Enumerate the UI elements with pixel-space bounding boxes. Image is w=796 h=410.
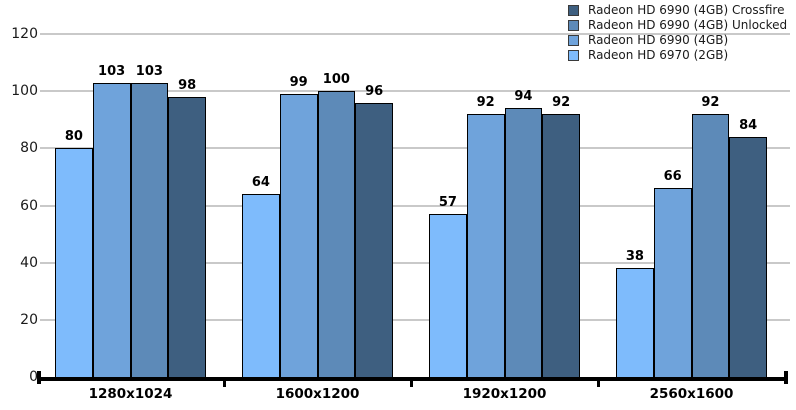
legend-swatch [568, 50, 579, 61]
gridline [40, 90, 790, 93]
gridline [40, 147, 790, 150]
legend: Radeon HD 6990 (4GB) Crossfire Radeon HD … [568, 3, 794, 65]
x-axis-category-label: 1600x1200 [275, 386, 360, 402]
bar [168, 96, 206, 377]
bar-value-label: 103 [135, 63, 163, 79]
bar [504, 108, 543, 377]
bar [729, 136, 767, 377]
bar-value-label: 96 [365, 83, 384, 99]
bar [542, 114, 580, 377]
bar [92, 82, 131, 377]
bar-value-label: 80 [64, 129, 83, 145]
bar-value-label: 92 [552, 95, 571, 111]
bar-value-label: 92 [476, 95, 495, 111]
y-axis-tick-label: 100 [11, 83, 38, 100]
x-axis-category-label: 1280x1024 [88, 386, 173, 402]
bar-value-label: 64 [251, 175, 270, 191]
gridline [40, 204, 790, 207]
x-axis-group-tick [223, 377, 226, 387]
bar-value-label: 84 [739, 117, 758, 133]
bar-value-label: 99 [289, 75, 308, 91]
bar-value-label: 66 [663, 169, 682, 185]
bar [279, 94, 318, 377]
x-axis-category-label: 2560x1600 [649, 386, 734, 402]
x-axis-end-cap [784, 371, 788, 384]
gridline [40, 261, 790, 264]
x-axis-end-cap [37, 371, 41, 384]
y-axis-tick-label: 20 [20, 311, 38, 328]
bar [616, 268, 654, 377]
bar-value-label: 98 [178, 77, 197, 93]
legend-swatch [568, 5, 579, 16]
bar [691, 114, 730, 377]
bar [355, 102, 393, 377]
legend-label: Radeon HD 6990 (4GB) [588, 33, 729, 47]
bar-value-label: 94 [514, 89, 533, 105]
x-axis-group-tick [410, 377, 413, 387]
bar-value-label: 38 [625, 249, 644, 265]
y-axis-tick-label: 0 [29, 369, 38, 385]
bar [130, 82, 169, 377]
legend-swatch [568, 35, 579, 46]
legend-item: Radeon HD 6970 (2GB) [568, 48, 728, 63]
bar [653, 188, 692, 377]
bar-value-label: 100 [322, 72, 350, 88]
x-axis-group-tick [597, 377, 600, 387]
legend-item: Radeon HD 6990 (4GB) Unlocked [568, 18, 787, 33]
bar [242, 194, 280, 377]
gridline [40, 318, 790, 321]
y-axis-tick-label: 80 [20, 140, 38, 157]
legend-item: Radeon HD 6990 (4GB) Crossfire [568, 3, 784, 18]
y-axis-tick-label: 120 [11, 26, 38, 42]
bar-value-label: 103 [98, 63, 126, 79]
y-axis-tick-label: 60 [20, 197, 38, 214]
bar-value-label: 57 [438, 195, 457, 211]
legend-label: Radeon HD 6990 (4GB) Unlocked [588, 18, 788, 32]
legend-item: Radeon HD 6990 (4GB) [568, 33, 728, 48]
legend-label: Radeon HD 6970 (2GB) [588, 48, 729, 62]
gridline [40, 33, 790, 35]
legend-label: Radeon HD 6990 (4GB) Crossfire [588, 3, 785, 17]
bar [317, 91, 356, 377]
bar [55, 148, 93, 377]
x-axis-category-label: 1920x1200 [462, 386, 547, 402]
bar-value-label: 92 [701, 95, 720, 111]
y-axis-tick-label: 40 [20, 254, 38, 271]
bar [429, 214, 467, 377]
bar [466, 114, 505, 377]
legend-swatch [568, 20, 579, 31]
